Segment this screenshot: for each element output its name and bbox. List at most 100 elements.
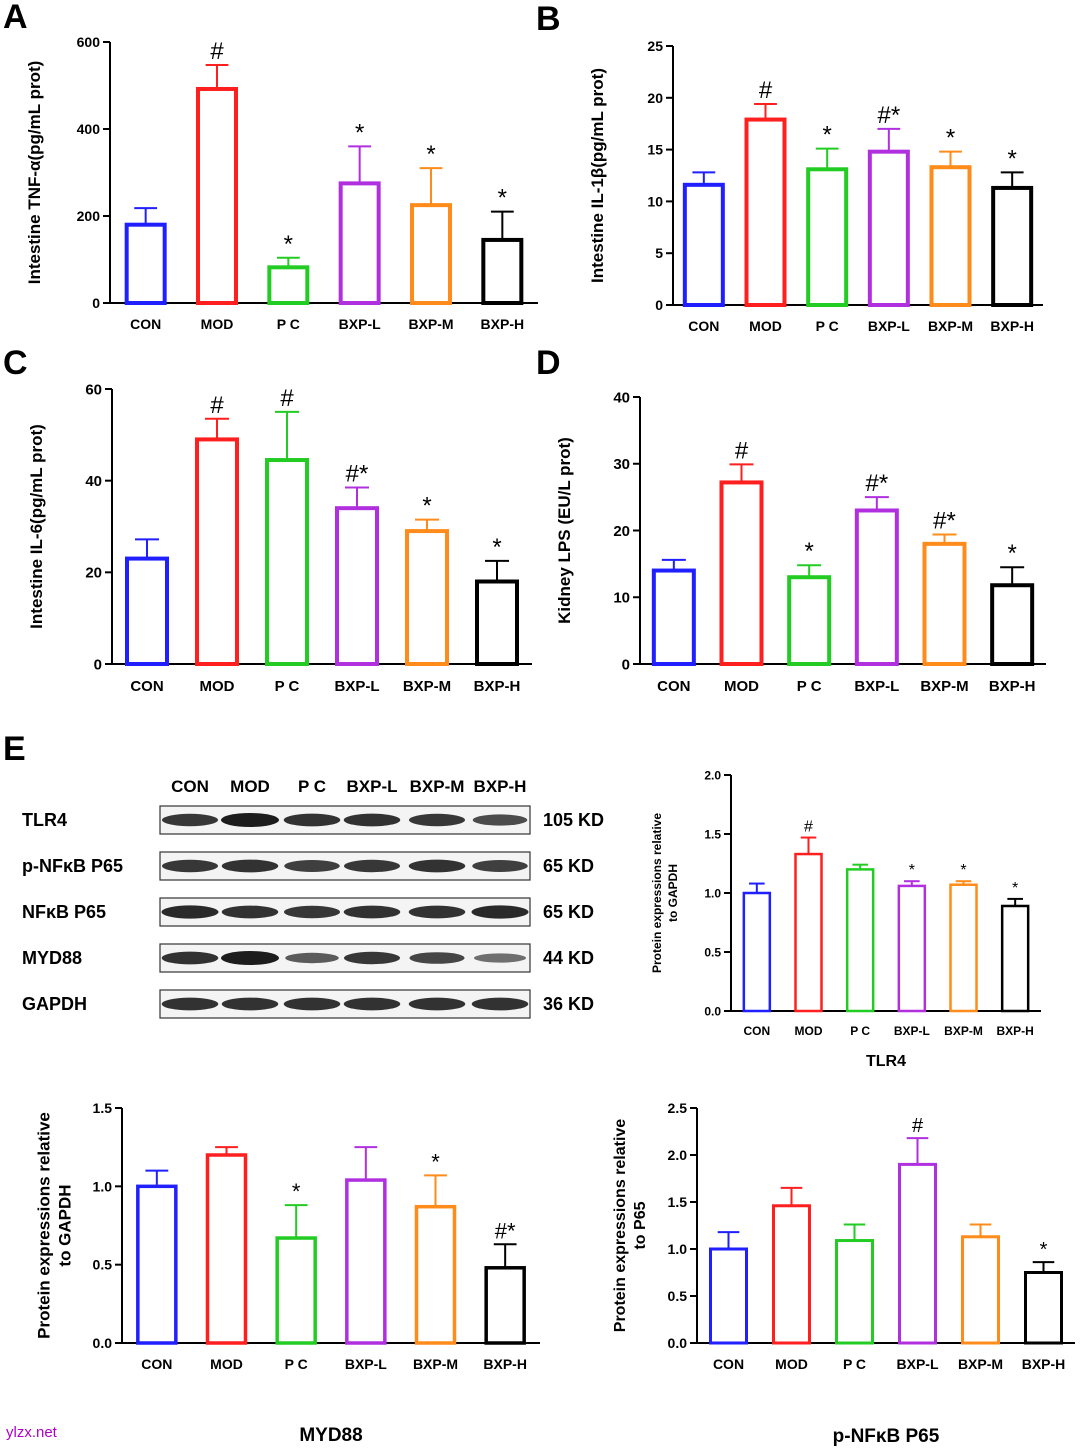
x-tick-label: BXP-M <box>403 678 451 695</box>
y-tick-label: 1.5 <box>668 1194 688 1210</box>
y-tick-label: 30 <box>613 456 630 473</box>
bar-mod <box>196 86 238 306</box>
x-tick-label: BXP-M <box>958 1356 1003 1372</box>
y-tick-label: 10 <box>647 193 663 209</box>
blot-lane-label: P C <box>298 777 326 796</box>
significance-label: * <box>426 141 435 168</box>
x-tick-label: BXP-L <box>345 1356 387 1372</box>
x-tick-label: BXP-H <box>990 318 1034 334</box>
bar-p-c <box>265 458 309 666</box>
y-axis-label: Intestine TNF-α(pg/mL prot) <box>25 61 44 285</box>
significance-label: * <box>355 119 364 146</box>
blot-row-label: NFκB P65 <box>22 902 106 922</box>
blot-row-label: p-NFκB P65 <box>22 856 123 876</box>
significance-label: * <box>960 862 966 879</box>
significance-label: * <box>946 125 955 152</box>
significance-label: # <box>735 437 749 464</box>
y-tick-label: 20 <box>85 565 102 582</box>
x-axis-label: MYD88 <box>299 1425 362 1446</box>
bar-bxp-m <box>922 541 967 666</box>
bar-mod <box>205 1153 248 1345</box>
blot-row-label: GAPDH <box>22 994 87 1014</box>
x-tick-label: BXP-L <box>897 1356 939 1372</box>
y-axis-label: Protein expressions relative <box>612 1119 629 1333</box>
y-axis-label: Intestine IL-1β(pg/mL prot) <box>588 68 607 283</box>
x-tick-label: BXP-L <box>339 316 381 332</box>
bar-bxp-h <box>1024 1271 1063 1345</box>
bar-bxp-l <box>335 506 379 666</box>
x-tick-label: MOD <box>210 1356 243 1372</box>
x-tick-label: MOD <box>201 316 234 332</box>
significance-label: #* <box>495 1218 516 1243</box>
blot-band <box>409 813 465 827</box>
bar-con <box>651 568 696 666</box>
blot-band <box>343 813 401 827</box>
bar-bxp-l <box>338 181 381 305</box>
blot-band <box>474 953 526 963</box>
blot-size-label: 36 KD <box>543 994 594 1014</box>
x-tick-label: P C <box>285 1356 308 1372</box>
y-tick-label: 0.5 <box>704 945 721 959</box>
x-tick-label: BXP-H <box>989 678 1036 695</box>
bar-bxp-h <box>475 579 519 666</box>
significance-label: #* <box>346 461 369 488</box>
x-tick-label: P C <box>277 316 300 332</box>
bar-bxp-l <box>897 884 927 1013</box>
y-axis-label: Kidney LPS (EU/L prot) <box>555 437 574 624</box>
y-tick-label: 1.5 <box>93 1100 113 1116</box>
blot-band <box>344 859 400 873</box>
x-tick-label: BXP-M <box>928 318 973 334</box>
y-tick-label: 0 <box>94 656 102 673</box>
significance-label: * <box>492 534 501 561</box>
blot-band <box>285 952 339 964</box>
x-axis-label: p-NFκB P65 <box>833 1426 940 1447</box>
y-tick-label: 0 <box>92 295 100 311</box>
bar-mod <box>772 1204 811 1345</box>
significance-label: # <box>912 1115 924 1137</box>
blot-band <box>162 859 218 873</box>
blot-band <box>221 813 279 827</box>
chart-myd88: 0.0 0.5 1.0 1.5 CON MOD * P C BXP-L * BXP-M #* BXP-H… <box>35 1100 540 1446</box>
significance-label: * <box>1012 880 1018 897</box>
x-tick-label: BXP-M <box>920 678 968 695</box>
blot-size-label: 44 KD <box>543 948 594 968</box>
significance-label: # <box>280 385 294 412</box>
significance-label: * <box>1007 145 1016 172</box>
x-tick-label: P C <box>850 1024 870 1038</box>
y-tick-label: 2.0 <box>704 768 721 782</box>
bar-mod <box>719 480 764 666</box>
bar-bxp-m <box>405 529 449 666</box>
y-tick-label: 60 <box>85 381 102 398</box>
y-tick-label: 0.0 <box>668 1335 688 1351</box>
bar-bxp-l <box>898 1162 937 1345</box>
y-tick-label: 0 <box>655 297 663 313</box>
y-tick-label: 1.0 <box>668 1241 688 1257</box>
y-tick-label: 200 <box>77 208 101 224</box>
blot-lane-label: BXP-M <box>410 777 465 796</box>
x-tick-label: MOD <box>795 1024 823 1038</box>
chart-p-nfkb-p65: 0.0 0.5 1.0 1.5 2.0 2.5 CON MOD P C # BXP-L BXP-M * B… <box>612 1100 1075 1447</box>
x-tick-label: P C <box>275 678 300 695</box>
blot-band <box>472 814 528 826</box>
blot-band <box>161 905 219 919</box>
blot-band <box>221 859 279 873</box>
y-tick-label: 2.5 <box>668 1100 688 1116</box>
blot-band <box>161 997 219 1011</box>
bar-mod <box>195 437 239 666</box>
panel-letter: C <box>3 344 28 382</box>
significance-label: * <box>909 862 915 879</box>
significance-label: # <box>804 819 813 836</box>
bar-mod <box>794 852 823 1013</box>
blot-band <box>221 905 279 919</box>
y-tick-label: 10 <box>613 590 630 607</box>
y-tick-label: 25 <box>647 38 663 54</box>
y-tick-label: 0.5 <box>668 1288 688 1304</box>
y-tick-label: 40 <box>85 473 102 490</box>
bar-bxp-h <box>990 583 1035 666</box>
significance-label: * <box>431 1149 440 1174</box>
blot-lane-label: BXP-L <box>347 777 398 796</box>
bar-p-c <box>845 868 875 1013</box>
bar-p-c <box>275 1236 317 1345</box>
significance-label: #* <box>933 508 956 535</box>
x-tick-label: BXP-L <box>868 318 910 334</box>
